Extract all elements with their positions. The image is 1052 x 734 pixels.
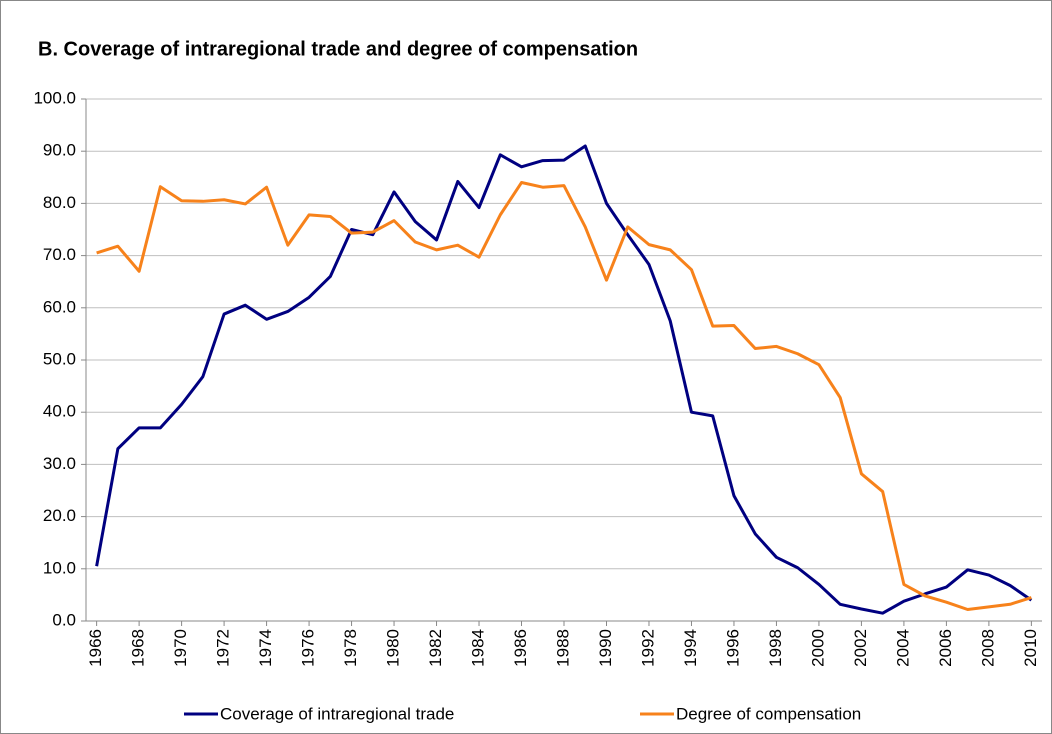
- series-line: [95, 144, 1033, 615]
- x-tick-label: 1966: [86, 629, 105, 667]
- chart-title: B. Coverage of intraregional trade and d…: [38, 38, 638, 60]
- y-tick-label: 90.0: [43, 141, 76, 160]
- x-tick-label: 2004: [893, 629, 912, 667]
- y-tick-label: 10.0: [43, 558, 76, 577]
- x-tick-label: 2006: [936, 629, 955, 667]
- x-tick-label: 1984: [469, 629, 488, 667]
- legend-label: Degree of compensation: [676, 704, 861, 723]
- x-tick-label: 1998: [766, 629, 785, 667]
- legend-label: Coverage of intraregional trade: [220, 704, 454, 723]
- y-tick-label: 30.0: [43, 454, 76, 473]
- y-tick-label: 0.0: [52, 610, 76, 629]
- series-line: [96, 181, 1032, 612]
- x-tick-label: 1968: [129, 629, 148, 667]
- x-tick-label: 1978: [341, 629, 360, 667]
- x-tick-label: 2002: [851, 629, 870, 667]
- x-tick-label: 1986: [511, 629, 530, 667]
- y-tick-label: 70.0: [43, 245, 76, 264]
- x-tick-label: 2000: [808, 629, 827, 667]
- x-tick-label: 1988: [553, 629, 572, 667]
- x-tick-label: 1980: [384, 629, 403, 667]
- x-tick-label: 1976: [299, 629, 318, 667]
- x-tick-label: 1974: [256, 629, 275, 667]
- y-tick-label: 40.0: [43, 402, 76, 421]
- x-tick-label: 1992: [638, 629, 657, 667]
- x-tick-label: 1982: [426, 629, 445, 667]
- x-tick-label: 1994: [681, 629, 700, 667]
- x-tick-label: 1996: [723, 629, 742, 667]
- x-tick-label: 1972: [214, 629, 233, 667]
- x-tick-label: 2008: [978, 629, 997, 667]
- x-tick-label: 1970: [171, 629, 190, 667]
- y-tick-label: 60.0: [43, 297, 76, 316]
- y-tick-label: 80.0: [43, 193, 76, 212]
- y-tick-label: 100.0: [33, 88, 76, 107]
- x-tick-label: 1990: [596, 629, 615, 667]
- y-tick-label: 20.0: [43, 506, 76, 525]
- y-tick-label: 50.0: [43, 349, 76, 368]
- x-tick-label: 2010: [1021, 629, 1040, 667]
